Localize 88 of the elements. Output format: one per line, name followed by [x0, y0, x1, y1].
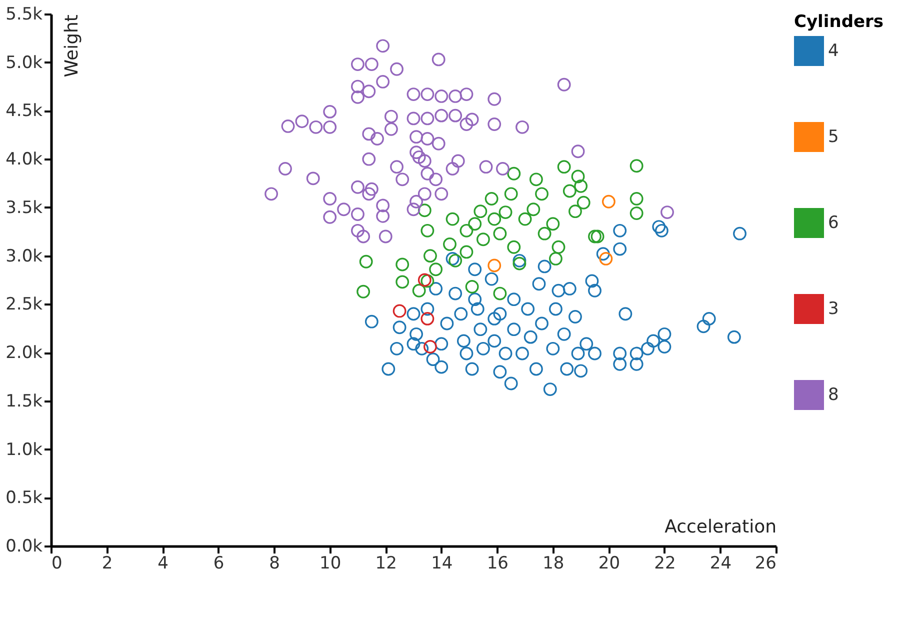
point [599, 252, 613, 266]
y-tick-label: 1.0k [6, 440, 43, 460]
x-tick-label: 26 [754, 554, 776, 574]
y-tick-label: 4.0k [6, 150, 43, 170]
x-tick-label: 0 [52, 554, 62, 574]
point [468, 217, 482, 231]
point [448, 254, 462, 268]
point [562, 184, 576, 198]
x-tick-label: 20 [598, 554, 620, 574]
point [412, 284, 426, 298]
point [488, 212, 502, 226]
point [571, 170, 585, 184]
point [630, 159, 644, 173]
legend-title: Cylinders [794, 12, 884, 32]
point [392, 304, 406, 318]
point [460, 224, 474, 238]
point [548, 252, 562, 266]
x-tick-label: 14 [431, 554, 453, 574]
point [418, 204, 432, 218]
y-tick-label: 2.0k [6, 343, 43, 364]
x-tick-label: 4 [158, 554, 168, 574]
x-tick-label: 6 [213, 554, 224, 574]
point [538, 226, 552, 240]
y-tick-label: 0.0k [6, 536, 43, 556]
x-tick-label: 22 [654, 554, 676, 574]
point [552, 240, 566, 254]
x-tick-label: 10 [320, 554, 342, 574]
point [630, 206, 644, 220]
point [465, 280, 479, 294]
x-tick-label: 8 [269, 554, 280, 574]
x-tick-label: 2 [102, 554, 113, 574]
point [484, 192, 498, 206]
point [576, 196, 590, 210]
point [424, 340, 437, 354]
y-tick-label: 1.5k [6, 391, 43, 412]
point [429, 262, 443, 276]
point [420, 224, 434, 238]
point [460, 245, 474, 259]
point [443, 238, 456, 251]
point [356, 284, 370, 298]
y-tick-label: 3.5k [6, 198, 43, 218]
point [493, 226, 507, 240]
point [359, 254, 373, 268]
point [474, 204, 488, 218]
point [568, 204, 582, 218]
x-axis-title: Acceleration [664, 516, 776, 538]
point [493, 286, 507, 300]
point [630, 192, 644, 206]
point [557, 160, 571, 174]
point [512, 256, 526, 270]
x-tick-label: 12 [375, 554, 397, 574]
point [602, 194, 616, 208]
y-tick-label: 5.0k [6, 52, 43, 73]
point [588, 230, 602, 244]
point [488, 258, 502, 272]
point [507, 166, 521, 180]
point [574, 179, 588, 193]
point [590, 230, 604, 244]
point [498, 206, 512, 219]
point [418, 273, 432, 287]
point [396, 275, 410, 289]
y-axis-title: Weight [62, 14, 82, 78]
x-tick-label: 24 [710, 554, 732, 574]
y-tick-label: 0.5k [6, 488, 43, 508]
point [476, 232, 490, 246]
point [507, 240, 521, 254]
legend-label: 4 [828, 41, 839, 61]
point [420, 274, 434, 288]
x-tick-label: 18 [542, 554, 564, 574]
point [396, 258, 410, 272]
point [504, 187, 518, 201]
y-tick-label: 4.5k [6, 101, 43, 122]
legend-label: 5 [828, 127, 839, 147]
point [546, 217, 560, 231]
legend-label: 3 [828, 299, 839, 319]
y-tick-label: 2.5k [6, 294, 43, 315]
legend-label: 6 [828, 213, 839, 233]
point [529, 172, 543, 186]
legend-label: 8 [828, 385, 839, 405]
x-tick-label: 16 [486, 554, 508, 574]
point [446, 212, 460, 226]
point [424, 249, 437, 263]
point [420, 312, 434, 326]
y-tick-label: 3.0k [6, 246, 43, 266]
point [535, 187, 548, 201]
point [518, 212, 532, 226]
y-tick-label: 5.5k [6, 4, 43, 24]
point [526, 202, 540, 216]
